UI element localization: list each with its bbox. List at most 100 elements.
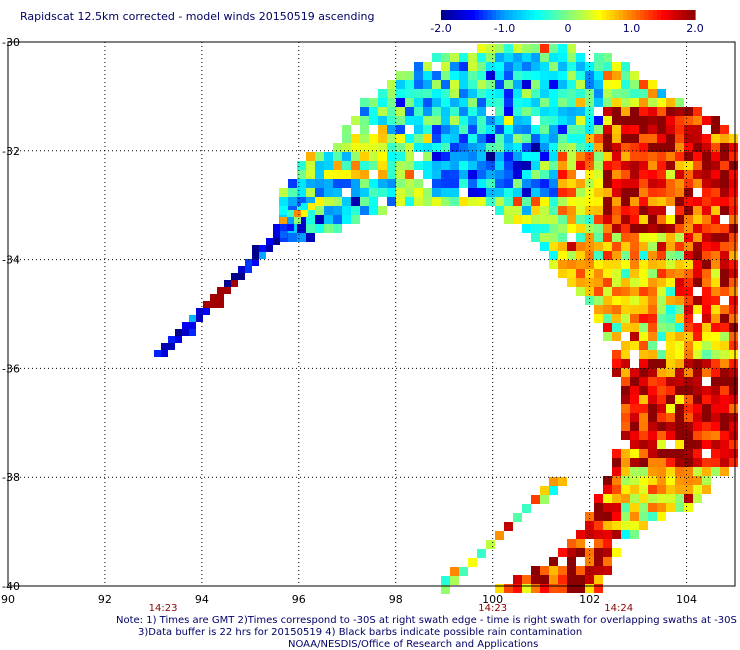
data-cell xyxy=(405,134,414,143)
data-cell xyxy=(432,161,441,170)
data-cell xyxy=(711,188,720,197)
data-cell xyxy=(522,179,531,188)
data-cell xyxy=(657,143,666,152)
colorbar-segment xyxy=(466,10,472,20)
data-cell xyxy=(540,170,549,179)
data-cell xyxy=(576,125,585,134)
data-cell xyxy=(567,242,576,251)
data-cell xyxy=(567,566,576,575)
data-cell xyxy=(531,143,540,152)
data-cell xyxy=(477,143,486,152)
data-cell xyxy=(495,170,504,179)
data-cell xyxy=(203,301,210,308)
data-cell xyxy=(720,224,729,233)
data-cell xyxy=(675,440,684,449)
data-cell xyxy=(693,305,702,314)
colorbar-segment xyxy=(639,10,645,20)
data-cell xyxy=(540,188,549,197)
data-cell xyxy=(711,206,720,215)
data-cell xyxy=(396,98,405,107)
data-cell xyxy=(567,71,576,80)
data-cell xyxy=(522,197,531,206)
data-cell xyxy=(648,503,657,512)
data-cell xyxy=(504,206,513,215)
data-cell xyxy=(657,98,666,107)
data-cell xyxy=(540,206,549,215)
data-cell xyxy=(549,251,558,260)
data-cell xyxy=(531,152,540,161)
data-cell xyxy=(495,125,504,134)
data-cell xyxy=(531,495,540,504)
data-cell xyxy=(306,206,315,215)
data-cell xyxy=(603,503,612,512)
data-cell xyxy=(657,503,666,512)
data-cell xyxy=(540,233,549,242)
data-cell xyxy=(648,413,657,422)
data-cell xyxy=(540,134,549,143)
data-cell xyxy=(684,188,693,197)
data-cell xyxy=(639,287,648,296)
data-cell xyxy=(396,179,405,188)
data-cell xyxy=(630,521,639,530)
data-cell xyxy=(531,566,540,575)
colorbar-segment xyxy=(589,10,594,20)
data-cell xyxy=(396,134,405,143)
data-cell xyxy=(324,188,333,197)
data-cell xyxy=(558,242,567,251)
data-cell xyxy=(648,404,657,413)
data-cell xyxy=(468,125,477,134)
data-cell xyxy=(360,98,369,107)
data-cell xyxy=(720,440,729,449)
data-cell xyxy=(693,458,702,467)
data-cell xyxy=(558,107,567,116)
data-cell xyxy=(666,368,675,377)
data-cell xyxy=(675,377,684,386)
data-cell xyxy=(306,179,315,188)
data-cell xyxy=(558,170,567,179)
data-cell xyxy=(405,197,414,206)
data-cell xyxy=(378,98,387,107)
data-cell xyxy=(603,53,612,62)
data-cell xyxy=(702,143,711,152)
note-line-1: Note: 1) Times are GMT 2)Times correspon… xyxy=(116,615,737,626)
data-cell xyxy=(729,134,738,143)
data-cell xyxy=(630,206,639,215)
data-cell xyxy=(306,161,315,170)
data-cell xyxy=(603,530,612,539)
data-cell xyxy=(720,458,729,467)
data-cell xyxy=(549,206,558,215)
data-cell xyxy=(369,134,378,143)
data-cell xyxy=(639,143,648,152)
data-cell xyxy=(693,161,702,170)
data-cell xyxy=(648,440,657,449)
data-cell xyxy=(702,476,711,485)
data-cell xyxy=(342,125,351,134)
data-cell xyxy=(702,485,711,494)
data-cell xyxy=(504,522,513,531)
data-cell xyxy=(657,170,666,179)
data-cell xyxy=(306,152,315,161)
data-cell xyxy=(585,107,594,116)
data-cell xyxy=(666,125,675,134)
data-cell xyxy=(630,125,639,134)
data-cell xyxy=(675,323,684,332)
data-cell xyxy=(693,134,702,143)
data-cell xyxy=(324,179,333,188)
data-cell xyxy=(621,98,630,107)
colorbar-segment xyxy=(601,10,607,20)
data-cell xyxy=(423,143,432,152)
data-cell xyxy=(297,224,306,233)
data-cell xyxy=(675,413,684,422)
data-cell xyxy=(585,224,594,233)
data-cell xyxy=(621,458,630,467)
data-cell xyxy=(666,197,675,206)
data-cell xyxy=(576,242,585,251)
data-cell xyxy=(540,197,549,206)
colorbar-segment xyxy=(512,10,518,20)
data-cell xyxy=(567,53,576,62)
colorbar-segment xyxy=(474,10,480,20)
data-cell xyxy=(387,89,396,98)
data-cell xyxy=(333,161,342,170)
data-cell xyxy=(729,350,738,359)
data-cell xyxy=(414,71,423,80)
